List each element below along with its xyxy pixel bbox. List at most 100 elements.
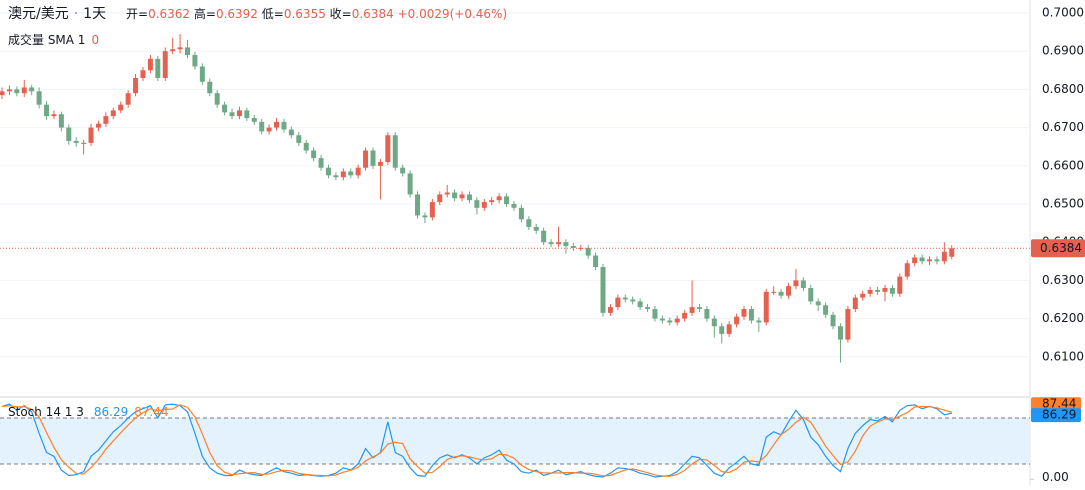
candle-body bbox=[585, 247, 591, 256]
candle-body bbox=[852, 297, 858, 310]
candle-body bbox=[793, 280, 799, 287]
candle-body bbox=[274, 121, 280, 128]
candle-body bbox=[51, 114, 57, 117]
y-tick-label: 0.6700 bbox=[1042, 120, 1084, 134]
candle-body bbox=[897, 276, 903, 294]
stoch-line bbox=[1, 403, 952, 478]
candle-body bbox=[73, 140, 79, 143]
candle-body bbox=[919, 257, 925, 262]
candle-body bbox=[44, 104, 50, 117]
candle-body bbox=[904, 263, 910, 277]
candle-body bbox=[689, 307, 695, 313]
candle-body bbox=[118, 104, 124, 111]
stoch-line bbox=[1, 404, 952, 477]
candle-body bbox=[763, 291, 769, 323]
candle-body bbox=[214, 93, 220, 105]
y-tick-label: 0.6900 bbox=[1042, 44, 1084, 58]
candle-body bbox=[949, 248, 955, 257]
candle-body bbox=[318, 158, 324, 168]
stoch-title: Stoch 14 1 3 bbox=[8, 405, 84, 419]
interval: 1天 bbox=[83, 6, 106, 22]
candle-body bbox=[229, 112, 235, 117]
candle-body bbox=[400, 167, 406, 174]
candle-body bbox=[236, 110, 242, 117]
candle-body bbox=[756, 320, 762, 323]
candle-body bbox=[370, 150, 376, 166]
y-tick-label: 0.6100 bbox=[1042, 349, 1084, 363]
candle-body bbox=[607, 307, 613, 313]
candle-body bbox=[570, 246, 576, 248]
candle-body bbox=[222, 104, 228, 113]
candle-body bbox=[704, 309, 710, 319]
k-value: 86.29 bbox=[94, 405, 128, 419]
candle-body bbox=[385, 135, 391, 162]
candle-body bbox=[719, 326, 725, 334]
candle-body bbox=[645, 307, 651, 310]
candle-body bbox=[860, 293, 866, 298]
candle-body bbox=[875, 289, 881, 292]
candle-body bbox=[533, 226, 539, 231]
candle-body bbox=[392, 135, 398, 168]
candle-body bbox=[155, 58, 161, 78]
candle-body bbox=[867, 289, 873, 294]
candle-body bbox=[452, 192, 458, 199]
y-tick-label: 0.6200 bbox=[1042, 311, 1084, 325]
change: +0.0029(+0.46%) bbox=[398, 7, 508, 21]
candle-body bbox=[652, 309, 658, 319]
candle-body bbox=[377, 161, 383, 166]
candle-body bbox=[311, 150, 317, 159]
candle-body bbox=[81, 142, 87, 144]
close-value: 0.6384 bbox=[352, 7, 394, 21]
candle-body bbox=[800, 280, 806, 289]
legend: 澳元/美元 · 1天 bbox=[8, 6, 106, 22]
high-value: 0.6392 bbox=[216, 7, 258, 21]
candle-body bbox=[355, 167, 361, 176]
candle-body bbox=[348, 171, 354, 176]
candle-body bbox=[288, 129, 294, 136]
candle-body bbox=[682, 312, 688, 319]
candle-body bbox=[14, 89, 20, 94]
candle-body bbox=[140, 70, 146, 78]
candle-body bbox=[444, 192, 450, 195]
candle-body bbox=[363, 150, 369, 168]
value-tag bbox=[1031, 408, 1081, 423]
candle-body bbox=[941, 251, 947, 262]
candle-body bbox=[244, 110, 250, 119]
candle-body bbox=[415, 194, 421, 216]
candle-body bbox=[407, 173, 413, 195]
open-value: 0.6362 bbox=[148, 7, 190, 21]
candle-body bbox=[303, 142, 309, 151]
candle-body bbox=[281, 121, 287, 130]
candle-body bbox=[192, 55, 198, 67]
close-label: 收= bbox=[330, 7, 352, 21]
candle-body bbox=[170, 49, 176, 52]
candle-body bbox=[563, 242, 569, 247]
candle-body bbox=[185, 47, 190, 56]
candle-body bbox=[808, 288, 814, 302]
volume-name: 成交量 SMA 1 bbox=[8, 32, 85, 47]
candle-body bbox=[578, 247, 584, 249]
candle-body bbox=[0, 91, 5, 96]
candle-body bbox=[481, 202, 487, 208]
high-label: 高= bbox=[194, 6, 216, 21]
candle-body bbox=[927, 259, 932, 262]
candle-body bbox=[556, 242, 561, 245]
candle-body bbox=[504, 196, 510, 204]
candle-body bbox=[340, 171, 346, 178]
candle-body bbox=[66, 127, 72, 141]
candle-body bbox=[474, 200, 480, 208]
candle-body bbox=[912, 257, 918, 264]
candle-body bbox=[674, 318, 680, 323]
candle-body bbox=[734, 316, 740, 325]
candle-body bbox=[21, 87, 27, 94]
candle-body bbox=[110, 110, 116, 117]
candle-body bbox=[162, 51, 168, 78]
candle-body bbox=[748, 309, 754, 321]
candle-body bbox=[823, 305, 829, 315]
y-tick-label: 0.6800 bbox=[1042, 82, 1084, 96]
candle-body bbox=[934, 259, 940, 262]
candle-body bbox=[845, 309, 851, 340]
candle-body bbox=[637, 301, 643, 308]
separator: · bbox=[74, 6, 78, 22]
value-tag-label: 87.44 bbox=[1042, 397, 1076, 411]
